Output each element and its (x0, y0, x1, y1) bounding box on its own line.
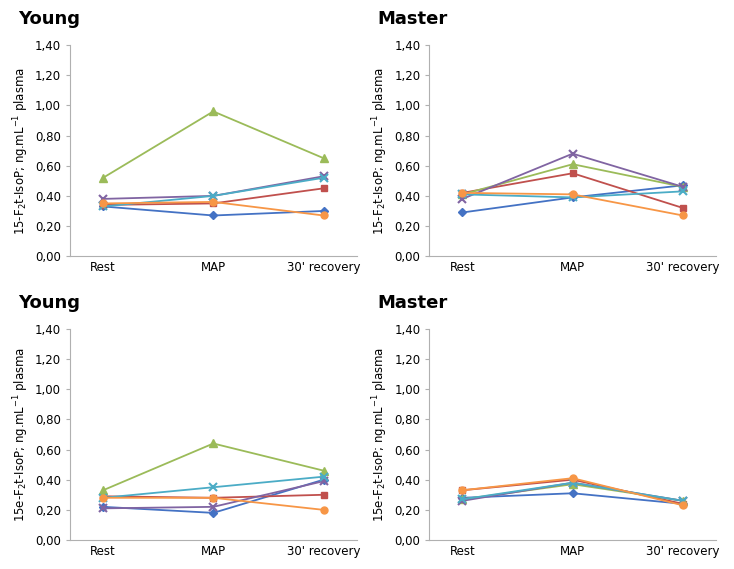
Text: Young: Young (18, 10, 81, 28)
Y-axis label: 15e-F$_2$t-IsoP; ng.mL$^{-1}$ plasma: 15e-F$_2$t-IsoP; ng.mL$^{-1}$ plasma (11, 347, 31, 522)
Text: Master: Master (378, 10, 448, 28)
Y-axis label: 15-F$_2$t-IsoP; ng.mL$^{-1}$ plasma: 15-F$_2$t-IsoP; ng.mL$^{-1}$ plasma (11, 67, 31, 234)
Y-axis label: 15-F$_2$t-IsoP; ng.mL$^{-1}$ plasma: 15-F$_2$t-IsoP; ng.mL$^{-1}$ plasma (371, 67, 390, 234)
Text: Young: Young (18, 294, 81, 312)
Text: Master: Master (378, 294, 448, 312)
Y-axis label: 15e-F$_2$t-IsoP; ng.mL$^{-1}$ plasma: 15e-F$_2$t-IsoP; ng.mL$^{-1}$ plasma (371, 347, 390, 522)
